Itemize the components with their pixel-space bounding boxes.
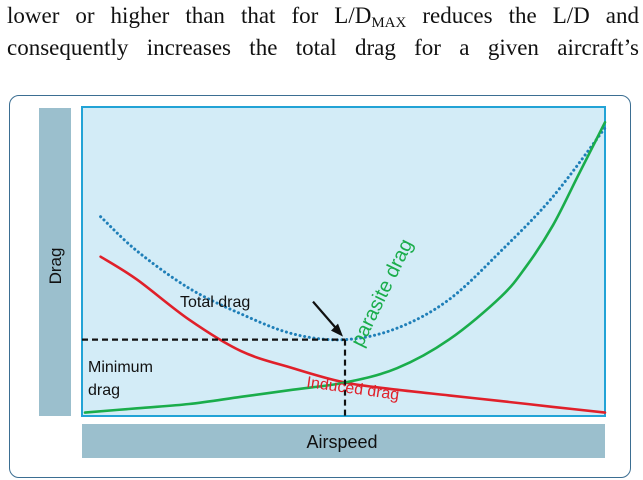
drag-curve-figure: Drag Airspeed Total drag Minimum drag Induc… <box>9 95 631 478</box>
minimum-drag-label-line1: Minimum <box>88 359 153 376</box>
ld-max-subscript: MAX <box>371 15 407 31</box>
plot-area <box>81 106 606 417</box>
total-drag-arrowhead <box>331 323 343 337</box>
paragraph-line-2: consequently increases the total drag fo… <box>7 35 639 60</box>
total-drag-label: Total drag <box>180 294 250 311</box>
line1-suffix: reduces the L/D and <box>406 3 639 28</box>
xlabel-bar <box>82 424 605 458</box>
guide-layer <box>82 300 347 416</box>
x-axis-label: Airspeed <box>306 432 377 452</box>
y-axis-label: Drag <box>46 248 65 285</box>
paragraph-line-1: lower or higher than that for L/DMAX red… <box>7 3 639 32</box>
minimum-drag-label-line2: drag <box>88 382 120 399</box>
total-drag-arrow <box>312 300 340 333</box>
ylabel-bar <box>39 108 71 416</box>
line1-prefix: lower or higher than that for L/D <box>7 3 372 28</box>
parasite-drag-curve <box>83 121 607 414</box>
